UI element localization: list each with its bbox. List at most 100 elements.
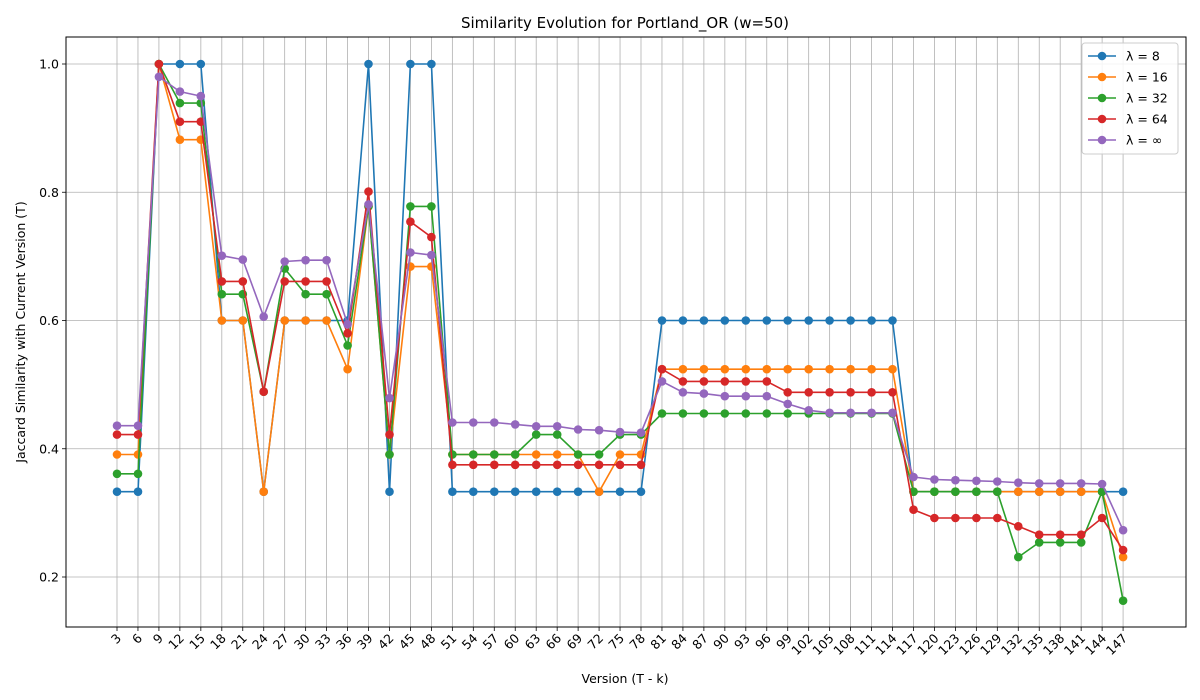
series-layer bbox=[112, 59, 1128, 605]
data-point bbox=[636, 460, 646, 470]
data-point bbox=[699, 377, 709, 386]
data-point bbox=[343, 341, 352, 350]
data-point bbox=[573, 425, 583, 434]
data-point bbox=[762, 409, 772, 418]
data-point bbox=[238, 255, 248, 264]
data-point bbox=[594, 487, 604, 497]
data-point bbox=[972, 476, 981, 486]
data-point bbox=[951, 487, 960, 497]
data-point bbox=[867, 316, 876, 325]
data-point bbox=[301, 255, 310, 265]
data-point bbox=[280, 277, 290, 286]
legend-item: λ = 16 bbox=[1088, 70, 1168, 85]
data-point bbox=[615, 487, 625, 497]
data-point bbox=[175, 117, 185, 126]
data-point bbox=[699, 409, 709, 418]
legend-item: λ = ∞ bbox=[1088, 133, 1162, 148]
data-point bbox=[867, 388, 876, 397]
data-point bbox=[762, 316, 772, 325]
data-point bbox=[783, 388, 792, 397]
data-point bbox=[469, 450, 478, 459]
data-point bbox=[154, 72, 164, 82]
data-point bbox=[448, 460, 457, 470]
data-point bbox=[699, 389, 709, 398]
data-point bbox=[490, 418, 499, 427]
data-point bbox=[657, 316, 667, 325]
data-point bbox=[427, 202, 436, 211]
data-point bbox=[217, 289, 227, 299]
data-point bbox=[1076, 538, 1086, 547]
data-point bbox=[112, 469, 122, 479]
data-point bbox=[720, 409, 730, 418]
data-point bbox=[280, 257, 290, 266]
data-point bbox=[343, 329, 352, 338]
data-point bbox=[867, 364, 876, 374]
data-point bbox=[594, 460, 604, 470]
data-point bbox=[175, 98, 185, 108]
data-point bbox=[993, 513, 1002, 523]
data-point bbox=[972, 487, 981, 497]
data-point bbox=[741, 316, 751, 325]
data-point bbox=[406, 59, 415, 69]
data-point bbox=[741, 364, 751, 374]
data-point bbox=[930, 475, 939, 484]
y-tick-label: 0.6 bbox=[39, 313, 59, 328]
legend-box bbox=[1081, 42, 1179, 155]
data-point bbox=[720, 364, 730, 374]
data-point bbox=[406, 248, 415, 257]
data-point bbox=[846, 408, 855, 418]
data-point bbox=[1055, 487, 1065, 497]
data-point bbox=[510, 487, 520, 497]
legend-label: λ = 64 bbox=[1126, 112, 1168, 127]
data-point bbox=[280, 316, 290, 325]
data-point bbox=[196, 117, 206, 126]
data-point bbox=[1014, 552, 1023, 562]
data-point bbox=[175, 135, 185, 144]
legend: λ = 8 λ = 16 λ = 32 λ = 64 λ = ∞ bbox=[1081, 42, 1179, 155]
data-point bbox=[930, 513, 939, 523]
data-point bbox=[427, 250, 436, 260]
y-tick-label: 1.0 bbox=[39, 57, 59, 72]
data-point bbox=[196, 59, 206, 69]
data-point bbox=[490, 450, 499, 459]
legend-label: λ = 16 bbox=[1126, 70, 1168, 85]
data-point bbox=[469, 460, 478, 470]
data-point bbox=[133, 469, 143, 479]
data-point bbox=[531, 422, 541, 431]
data-point bbox=[888, 316, 897, 325]
legend-item: λ = 8 bbox=[1088, 49, 1160, 64]
data-point bbox=[762, 364, 772, 374]
data-point bbox=[490, 487, 499, 497]
data-point bbox=[322, 289, 331, 299]
data-point bbox=[678, 316, 688, 325]
data-point bbox=[615, 427, 625, 437]
data-point bbox=[951, 513, 960, 523]
data-point bbox=[783, 409, 792, 418]
data-point bbox=[175, 87, 185, 96]
data-point bbox=[699, 316, 709, 325]
data-point bbox=[657, 377, 667, 386]
data-point bbox=[133, 421, 143, 431]
data-point bbox=[1118, 552, 1128, 562]
data-point bbox=[448, 418, 457, 427]
data-point bbox=[322, 277, 331, 286]
data-point bbox=[490, 460, 499, 470]
legend-marker bbox=[1097, 72, 1107, 82]
data-point bbox=[657, 409, 667, 418]
legend-label: λ = ∞ bbox=[1126, 133, 1162, 148]
data-point bbox=[364, 59, 373, 69]
data-point bbox=[196, 91, 206, 101]
data-point bbox=[846, 364, 855, 374]
data-point bbox=[993, 487, 1002, 497]
data-point bbox=[238, 316, 248, 325]
data-point bbox=[112, 421, 122, 431]
data-point bbox=[678, 377, 688, 386]
data-point bbox=[720, 391, 730, 401]
y-tick-label: 0.4 bbox=[39, 441, 59, 456]
legend-marker bbox=[1097, 93, 1107, 103]
data-point bbox=[133, 450, 143, 459]
data-point bbox=[385, 450, 394, 459]
data-point bbox=[531, 487, 541, 497]
data-point bbox=[1076, 530, 1086, 539]
